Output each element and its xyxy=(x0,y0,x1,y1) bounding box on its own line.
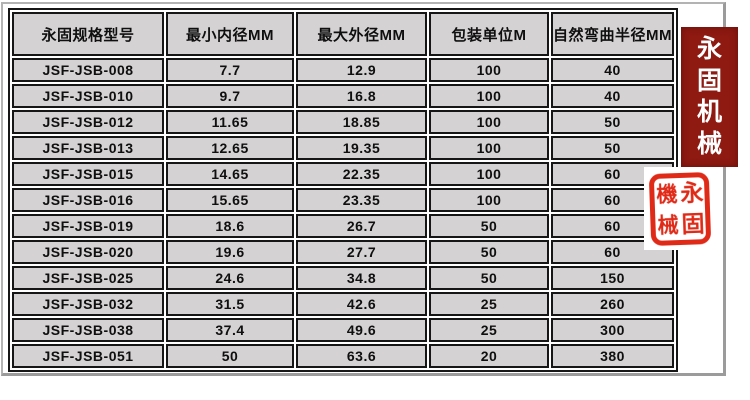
table-row: JSF-JSB-013 12.65 19.35 100 50 xyxy=(12,136,674,160)
model-cell: JSF-JSB-012 xyxy=(12,110,164,134)
value-cell: 50 xyxy=(429,214,549,238)
banner-char: 械 xyxy=(696,129,722,158)
banner-char: 固 xyxy=(696,66,722,95)
model-cell: JSF-JSB-025 xyxy=(12,266,164,290)
value-cell: 27.7 xyxy=(296,240,427,264)
value-cell: 49.6 xyxy=(296,318,427,342)
value-cell: 100 xyxy=(429,110,549,134)
value-cell: 16.8 xyxy=(296,84,427,108)
table-row: JSF-JSB-038 37.4 49.6 25 300 xyxy=(12,318,674,342)
value-cell: 300 xyxy=(551,318,674,342)
value-cell: 40 xyxy=(551,58,674,82)
model-cell: JSF-JSB-008 xyxy=(12,58,164,82)
value-cell: 40 xyxy=(551,84,674,108)
value-cell: 150 xyxy=(551,266,674,290)
model-cell: JSF-JSB-015 xyxy=(12,162,164,186)
value-cell: 23.35 xyxy=(296,188,427,212)
value-cell: 9.7 xyxy=(166,84,294,108)
value-cell: 100 xyxy=(429,84,549,108)
value-cell: 25 xyxy=(429,292,549,316)
model-cell: JSF-JSB-038 xyxy=(12,318,164,342)
value-cell: 25 xyxy=(429,318,549,342)
value-cell: 26.7 xyxy=(296,214,427,238)
value-cell: 42.6 xyxy=(296,292,427,316)
seal-char: 永 xyxy=(679,178,704,207)
column-header: 永固规格型号 xyxy=(12,12,164,56)
value-cell: 50 xyxy=(551,110,674,134)
table-header-row: 永固规格型号 最小内径MM 最大外径MM 包装单位M 自然弯曲半径MM xyxy=(12,12,674,56)
value-cell: 12.65 xyxy=(166,136,294,160)
value-cell: 50 xyxy=(429,240,549,264)
seal-char: 械 xyxy=(656,211,679,238)
spec-table: 永固规格型号 最小内径MM 最大外径MM 包装单位M 自然弯曲半径MM JSF-JSB-… xyxy=(8,8,678,372)
value-cell: 31.5 xyxy=(166,292,294,316)
model-cell: JSF-JSB-016 xyxy=(12,188,164,212)
value-cell: 100 xyxy=(429,136,549,160)
value-cell: 19.6 xyxy=(166,240,294,264)
value-cell: 12.9 xyxy=(296,58,427,82)
table-row: JSF-JSB-051 50 63.6 20 380 xyxy=(12,344,674,368)
table-row: JSF-JSB-025 24.6 34.8 50 150 xyxy=(12,266,674,290)
value-cell: 63.6 xyxy=(296,344,427,368)
column-header: 包装单位M xyxy=(429,12,549,56)
table-row: JSF-JSB-010 9.7 16.8 100 40 xyxy=(12,84,674,108)
model-cell: JSF-JSB-051 xyxy=(12,344,164,368)
value-cell: 50 xyxy=(429,266,549,290)
value-cell: 18.85 xyxy=(296,110,427,134)
table-row: JSF-JSB-032 31.5 42.6 25 260 xyxy=(12,292,674,316)
column-header: 自然弯曲半径MM xyxy=(551,12,674,56)
table-row: JSF-JSB-016 15.65 23.35 100 60 xyxy=(12,188,674,212)
model-cell: JSF-JSB-013 xyxy=(12,136,164,160)
value-cell: 50 xyxy=(166,344,294,368)
value-cell: 100 xyxy=(429,162,549,186)
model-cell: JSF-JSB-020 xyxy=(12,240,164,264)
table-row: JSF-JSB-008 7.7 12.9 100 40 xyxy=(12,58,674,82)
value-cell: 18.6 xyxy=(166,214,294,238)
seal-char: 固 xyxy=(680,209,705,238)
value-cell: 380 xyxy=(551,344,674,368)
value-cell: 14.65 xyxy=(166,162,294,186)
table-row: JSF-JSB-020 19.6 27.7 50 60 xyxy=(12,240,674,264)
value-cell: 7.7 xyxy=(166,58,294,82)
value-cell: 260 xyxy=(551,292,674,316)
banner-char: 永 xyxy=(696,35,722,64)
value-cell: 100 xyxy=(429,188,549,212)
value-cell: 100 xyxy=(429,58,549,82)
value-cell: 11.65 xyxy=(166,110,294,134)
spec-table-body: JSF-JSB-008 7.7 12.9 100 40 JSF-JSB-010 9.7 16.… xyxy=(12,58,674,368)
brand-banner: 永固机械 xyxy=(681,27,738,167)
seal-char: 機 xyxy=(655,180,678,207)
table-row: JSF-JSB-019 18.6 26.7 50 60 xyxy=(12,214,674,238)
column-header: 最大外径MM xyxy=(296,12,427,56)
table-row: JSF-JSB-012 11.65 18.85 100 50 xyxy=(12,110,674,134)
value-cell: 37.4 xyxy=(166,318,294,342)
column-header: 最小内径MM xyxy=(166,12,294,56)
model-cell: JSF-JSB-032 xyxy=(12,292,164,316)
table-row: JSF-JSB-015 14.65 22.35 100 60 xyxy=(12,162,674,186)
value-cell: 34.8 xyxy=(296,266,427,290)
model-cell: JSF-JSB-010 xyxy=(12,84,164,108)
value-cell: 15.65 xyxy=(166,188,294,212)
value-cell: 20 xyxy=(429,344,549,368)
banner-char: 机 xyxy=(696,98,722,127)
value-cell: 22.35 xyxy=(296,162,427,186)
value-cell: 50 xyxy=(551,136,674,160)
company-seal: 機永械固 xyxy=(644,167,715,250)
value-cell: 24.6 xyxy=(166,266,294,290)
value-cell: 19.35 xyxy=(296,136,427,160)
model-cell: JSF-JSB-019 xyxy=(12,214,164,238)
seal-border: 機永械固 xyxy=(648,171,711,246)
